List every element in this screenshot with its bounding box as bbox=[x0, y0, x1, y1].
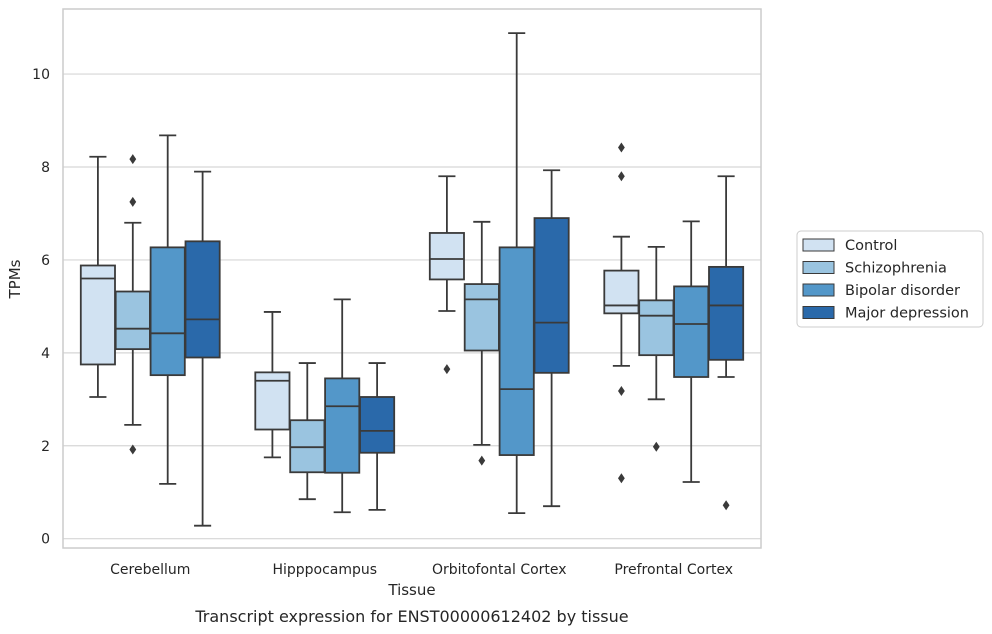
box-body bbox=[254, 371, 291, 431]
plot-frame bbox=[62, 8, 762, 549]
box-body bbox=[708, 265, 745, 361]
y-tick-label: 4 bbox=[41, 346, 50, 362]
x-tick-label: Orbitofontal Cortex bbox=[432, 562, 567, 578]
y-axis-label: TPMs bbox=[6, 259, 24, 299]
box-body bbox=[498, 246, 535, 456]
box-body bbox=[184, 240, 221, 359]
box-3-3 bbox=[708, 175, 745, 511]
outlier-point bbox=[618, 473, 625, 484]
box-1-3 bbox=[359, 362, 396, 511]
y-tick-label: 0 bbox=[41, 532, 50, 548]
outlier-point bbox=[618, 171, 625, 182]
x-tick-label: Cerebellum bbox=[110, 562, 190, 578]
box-body bbox=[463, 283, 500, 352]
y-tick-label: 8 bbox=[41, 160, 50, 176]
box-layer bbox=[79, 32, 745, 527]
outlier-point bbox=[129, 154, 137, 165]
legend: Control Schizophrenia Bipolar disorder Majo… bbox=[796, 230, 984, 328]
box-body bbox=[149, 246, 186, 377]
box-body bbox=[359, 396, 396, 454]
box-3-1 bbox=[638, 246, 675, 452]
outlier-point bbox=[129, 444, 137, 455]
legend-label: Control bbox=[845, 238, 897, 254]
x-axis-label: Tissue bbox=[387, 581, 435, 599]
outlier-point bbox=[652, 441, 660, 452]
box-0-0 bbox=[79, 155, 116, 398]
chart-caption: Transcript expression for ENST0000061240… bbox=[194, 607, 628, 626]
outlier-point bbox=[443, 364, 451, 375]
x-tick-label: Hipppocampus bbox=[272, 562, 377, 578]
box-body bbox=[638, 299, 675, 357]
legend-frame bbox=[796, 230, 984, 328]
y-tick-label: 6 bbox=[41, 253, 50, 269]
box-2-0 bbox=[428, 175, 465, 375]
legend-swatch bbox=[802, 261, 835, 274]
legend-label: Schizophrenia bbox=[845, 261, 947, 277]
box-body bbox=[428, 232, 465, 281]
box-body bbox=[533, 217, 570, 374]
legend-swatch bbox=[802, 283, 835, 297]
box-body bbox=[603, 269, 640, 315]
outlier-point bbox=[478, 455, 486, 466]
legend-label: Bipolar disorder bbox=[845, 283, 960, 299]
legend-swatch bbox=[802, 238, 835, 252]
box-body bbox=[673, 285, 710, 378]
box-2-3 bbox=[533, 169, 570, 508]
box-3-0 bbox=[603, 142, 640, 484]
box-body bbox=[79, 264, 116, 366]
box-1-0 bbox=[254, 311, 291, 459]
box-0-2 bbox=[149, 134, 186, 485]
box-3-2 bbox=[673, 220, 710, 483]
box-1-2 bbox=[324, 298, 361, 514]
box-1-1 bbox=[289, 362, 326, 501]
y-tick-labels: 0 2 4 6 8 10 bbox=[32, 67, 50, 548]
outlier-point bbox=[722, 500, 730, 511]
y-tick-label: 2 bbox=[41, 439, 50, 455]
box-body bbox=[114, 290, 151, 351]
box-0-3 bbox=[184, 170, 221, 527]
box-body bbox=[289, 419, 326, 474]
x-tick-labels: Cerebellum Hipppocampus Orbitofontal Corte… bbox=[110, 562, 733, 578]
box-2-1 bbox=[463, 220, 500, 466]
y-tick-label: 10 bbox=[32, 67, 50, 83]
legend-swatch bbox=[802, 306, 835, 319]
box-body bbox=[324, 377, 361, 474]
outlier-point bbox=[618, 385, 625, 396]
box-2-2 bbox=[498, 32, 535, 515]
box-0-1 bbox=[114, 154, 151, 455]
x-tick-label: Prefrontal Cortex bbox=[614, 562, 733, 578]
outlier-point bbox=[129, 196, 137, 207]
legend-label: Major depression bbox=[845, 306, 969, 322]
outlier-point bbox=[618, 142, 625, 153]
